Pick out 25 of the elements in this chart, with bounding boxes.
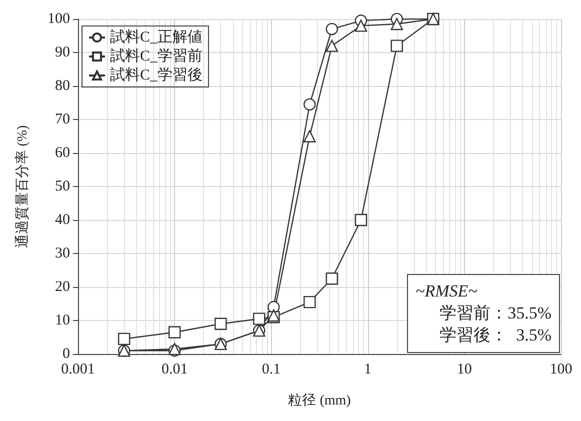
y-tick-label: 0 — [62, 346, 70, 362]
y-tick-label: 70 — [55, 112, 70, 128]
y-axis-title: 通過質量百分率 (%) — [14, 124, 30, 248]
y-tick-label: 30 — [55, 246, 70, 262]
x-tick-label: 0.01 — [161, 362, 188, 378]
x-tick-label: 100 — [550, 362, 572, 378]
legend-label: 試料C_学習前 — [110, 48, 203, 64]
y-tick-label: 90 — [55, 44, 70, 60]
x-axis-title: 粒径 (mm) — [288, 392, 352, 408]
legend-label: 試料C_正解値 — [110, 28, 203, 46]
annotation: ~RMSE~ — [416, 282, 478, 300]
y-tick-label: 20 — [55, 279, 70, 295]
y-tick-label: 100 — [48, 11, 70, 27]
x-tick-label: 1 — [364, 362, 372, 378]
y-tick-label: 60 — [55, 145, 70, 161]
x-tick-label: 10 — [456, 362, 472, 378]
x-tick-label: 0.1 — [262, 362, 281, 378]
annotation: 学習前：35.5% — [440, 304, 552, 322]
annotation: 学習後： 3.5% — [440, 326, 552, 344]
y-tick-label: 80 — [55, 78, 70, 94]
legend-label: 試料C_学習後 — [110, 66, 203, 84]
x-tick-label: 0.001 — [61, 362, 95, 378]
y-tick-label: 50 — [55, 178, 70, 194]
y-tick-label: 10 — [55, 312, 70, 328]
y-tick-label: 40 — [55, 212, 70, 228]
